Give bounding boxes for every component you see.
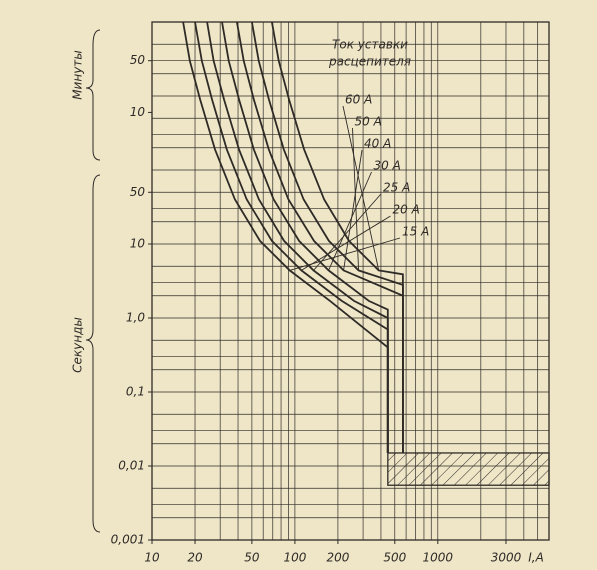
x-tick-label: 1000	[423, 551, 454, 565]
leader-line	[313, 193, 382, 271]
x-tick-label: 100	[283, 551, 306, 565]
curve	[251, 21, 404, 453]
legend-title: расцепителя	[328, 55, 411, 69]
leader-line	[289, 237, 401, 271]
x-tick-label: 3000	[491, 551, 522, 565]
curve	[194, 21, 389, 453]
x-tick-label: 10	[144, 551, 160, 565]
y-tick-label: 10	[130, 105, 146, 119]
curve	[221, 21, 389, 453]
curve	[236, 21, 404, 453]
legend-label: 25 A	[383, 181, 410, 195]
x-axis-label: I,A	[528, 551, 544, 565]
y-tick-label: 50	[130, 185, 146, 199]
y-tick-label: 0,1	[126, 385, 145, 399]
x-tick-label: 200	[326, 551, 349, 565]
y-label-minutes: Минуты	[71, 50, 85, 100]
curve	[206, 21, 389, 453]
leader-line	[342, 105, 380, 271]
leader-line	[301, 215, 391, 271]
legend-label: 30 A	[374, 159, 401, 173]
leader-line	[328, 171, 372, 271]
curve	[182, 21, 389, 453]
legend-label: 60 A	[345, 93, 372, 107]
y-label-seconds: Секунды	[71, 317, 85, 373]
seconds-brace	[85, 174, 101, 533]
legend-label: 20 A	[393, 203, 420, 217]
y-tick-label: 10	[130, 237, 146, 251]
y-tick-label: 50	[130, 53, 146, 67]
y-tick-label: 0,001	[111, 533, 145, 547]
curve	[271, 21, 404, 453]
y-tick-label: 1,0	[126, 311, 145, 325]
y-tick-label: 0,01	[118, 459, 145, 473]
x-tick-label: 50	[244, 551, 260, 565]
legend-label: 15 A	[402, 225, 429, 239]
plot-frame	[151, 21, 550, 541]
legend-label: 50 A	[355, 115, 382, 129]
x-tick-label: 20	[187, 551, 203, 565]
minutes-brace	[85, 29, 101, 161]
leader-line	[352, 127, 360, 271]
legend-label: 40 A	[364, 137, 391, 151]
x-tick-label: 500	[383, 551, 406, 565]
trip-zone	[387, 452, 550, 486]
leader-line	[343, 149, 363, 271]
